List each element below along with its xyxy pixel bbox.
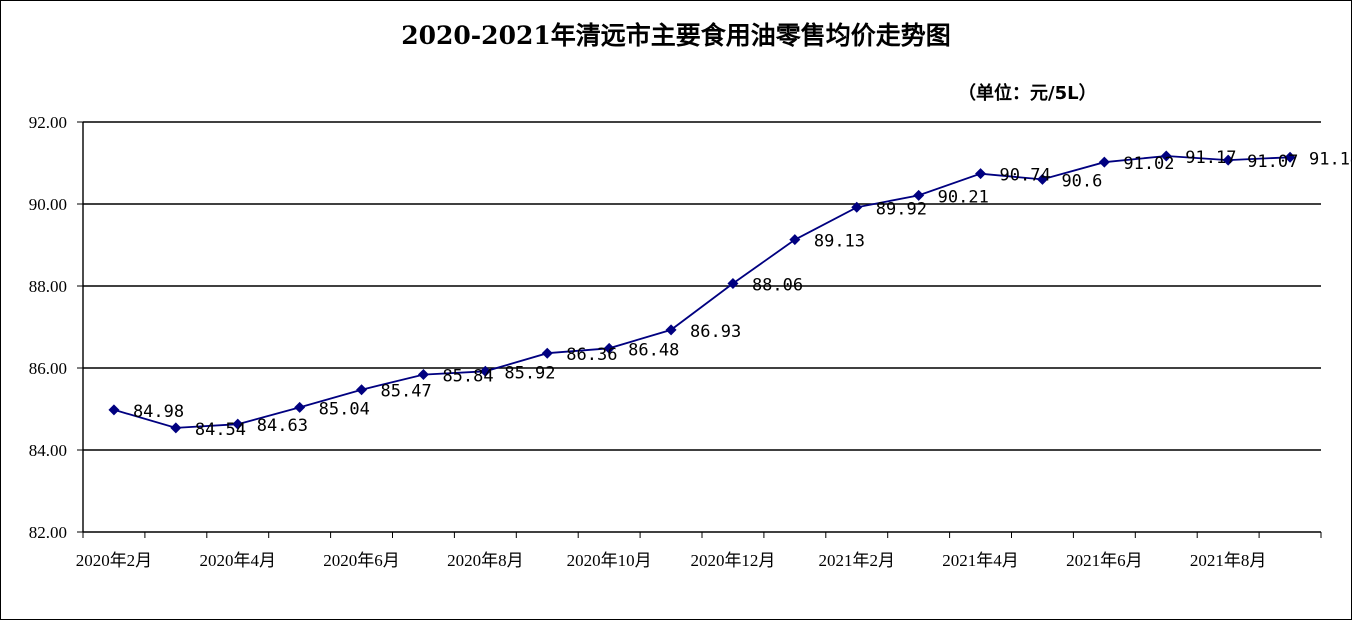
y-tick-label: 92.00	[29, 113, 67, 132]
data-label: 88.06	[752, 276, 803, 296]
x-axis-ticks: 2020年2月 2020年4月 2020年6月 2020年8月 2020年10月 2020…	[76, 532, 1322, 570]
data-label: 85.47	[381, 382, 432, 402]
data-label: 91.07	[1247, 152, 1298, 172]
data-label: 86.36	[566, 345, 617, 365]
series-layer	[108, 150, 1296, 434]
x-tick-label: 2020年10月	[567, 551, 652, 570]
data-point-marker	[789, 234, 801, 246]
data-label: 85.92	[504, 363, 555, 383]
data-point-marker	[1036, 173, 1048, 185]
data-label: 84.63	[257, 416, 308, 436]
data-label: 89.13	[814, 232, 865, 252]
data-label: 84.54	[195, 420, 246, 440]
data-point-marker	[913, 189, 925, 201]
data-point-marker	[294, 401, 306, 413]
y-tick-label: 86.00	[29, 359, 67, 378]
data-label: 86.48	[628, 340, 679, 360]
data-label: 91.14	[1309, 149, 1352, 169]
data-label: 90.74	[1000, 166, 1051, 186]
data-point-marker	[851, 201, 863, 213]
data-point-marker	[1284, 151, 1296, 163]
y-tick-label: 88.00	[29, 277, 67, 296]
x-tick-label: 2020年8月	[447, 551, 524, 570]
gridlines	[83, 121, 1321, 451]
chart-title: 2020-2021年清远市主要食用油零售均价走势图	[401, 21, 951, 50]
data-point-marker	[479, 365, 491, 377]
data-point-marker	[1222, 154, 1234, 166]
x-tick-label: 2021年6月	[1066, 551, 1143, 570]
y-tick-label: 90.00	[29, 195, 67, 214]
data-label: 90.6	[1061, 171, 1102, 191]
data-point-marker	[417, 369, 429, 381]
y-axis-ticks: 82.00 84.00 86.00 88.00 90.00 92.00	[29, 113, 83, 542]
data-point-marker	[665, 324, 677, 336]
data-point-marker	[108, 404, 120, 416]
y-tick-label: 84.00	[29, 441, 67, 460]
data-point-marker	[1160, 150, 1172, 162]
data-label: 85.84	[442, 367, 493, 387]
x-tick-label: 2021年2月	[819, 551, 896, 570]
data-point-marker	[1098, 156, 1110, 168]
series-line	[113, 155, 1291, 429]
data-label: 86.93	[690, 322, 741, 342]
x-tick-label: 2020年2月	[76, 551, 153, 570]
data-point-marker	[975, 168, 987, 180]
data-point-marker	[170, 422, 182, 434]
x-tick-label: 2020年6月	[323, 551, 400, 570]
data-label: 91.17	[1185, 148, 1236, 168]
data-point-marker	[603, 342, 615, 354]
x-tick-label: 2020年4月	[200, 551, 277, 570]
data-label: 85.04	[319, 399, 370, 419]
x-tick-label: 2021年4月	[942, 551, 1019, 570]
unit-label: （单位：元/5L）	[958, 83, 1097, 104]
y-tick-label: 82.00	[29, 523, 67, 542]
data-label: 89.92	[876, 199, 927, 219]
data-label: 90.21	[938, 187, 989, 207]
data-point-marker	[356, 384, 368, 396]
data-point-marker	[541, 347, 553, 359]
data-label: 91.02	[1123, 154, 1174, 174]
data-labels-layer: 84.98 84.54 84.63 85.04 85.47 85.84 85.92 86.36…	[133, 148, 1352, 440]
x-tick-label: 2021年8月	[1190, 551, 1267, 570]
x-tick-label: 2020年12月	[690, 551, 775, 570]
data-point-marker	[727, 278, 739, 290]
data-label: 84.98	[133, 402, 184, 422]
data-point-marker	[232, 418, 244, 430]
